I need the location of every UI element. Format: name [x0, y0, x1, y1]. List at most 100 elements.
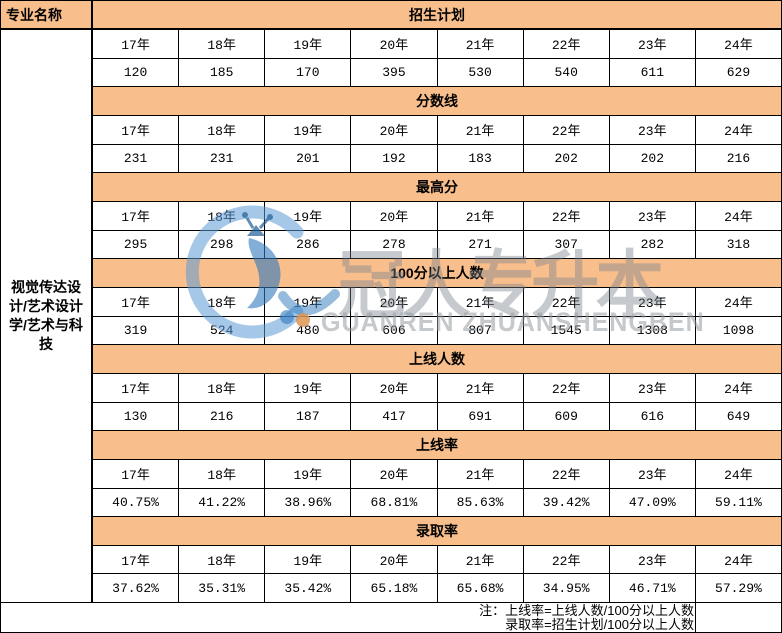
value-cell: 35.42%: [265, 574, 352, 603]
note-empty-cell: [696, 603, 781, 632]
year-cell: 24年: [724, 554, 753, 570]
year-cell: 20年: [351, 115, 438, 144]
year-header-row: 17年 18年 19年 20年 21年 22年 23年 24年: [93, 459, 781, 489]
year-cell: 24年: [724, 382, 753, 398]
year-cell: 24年: [724, 210, 753, 226]
value-cell: 216: [179, 402, 266, 431]
year-cell: 17年: [93, 30, 180, 58]
value-cell: 530: [438, 58, 524, 87]
year-cell: 18年: [179, 459, 266, 488]
value-cell: 65.18%: [351, 574, 438, 603]
year-cell: 18年: [179, 373, 266, 402]
year-header-row: 17年 18年 19年 20年 21年 22年 23年 24年: [93, 115, 781, 145]
year-header-row: 17年 18年 19年 20年 21年 22年 23年 24年: [93, 30, 781, 59]
value-cell: 231: [93, 144, 180, 173]
value-cell: 318: [726, 236, 751, 252]
value-cell: 307: [524, 230, 610, 259]
year-cell: 20年: [351, 459, 438, 488]
year-cell: 24年: [724, 296, 753, 312]
value-cell: 231: [179, 144, 266, 173]
year-header-row: 17年 18年 19年 20年 21年 22年 23年 24年: [93, 373, 781, 403]
year-cell: 21年: [438, 115, 524, 144]
value-cell: 298: [179, 230, 266, 259]
value-cell: 59.11%: [715, 494, 762, 510]
value-cell: 187: [265, 402, 352, 431]
year-header-row: 17年 18年 19年 20年 21年 22年 23年 24年: [93, 545, 781, 575]
value-cell: 183: [438, 144, 524, 173]
value-cell: 524: [179, 316, 266, 345]
year-cell: 22年: [524, 287, 610, 316]
note-line-1: 注：上线率=上线人数/100分以上人数: [479, 602, 694, 618]
value-cell: 65.68%: [438, 574, 524, 603]
section-band: 100分以上人数: [93, 259, 781, 288]
section-band: 分数线: [93, 87, 781, 116]
value-row: 295 298 286 278 271 307 282 318: [93, 230, 781, 260]
year-cell: 19年: [265, 545, 352, 574]
value-cell: 807: [438, 316, 524, 345]
year-cell: 20年: [351, 545, 438, 574]
year-cell: 23年: [610, 545, 696, 574]
value-row: 319 524 480 606 807 1545 1308 1098: [93, 316, 781, 346]
year-cell: 21年: [438, 30, 524, 58]
value-cell: 57.29%: [715, 580, 762, 596]
corner-header-major-name: 专业名称: [1, 1, 93, 28]
value-cell: 611: [610, 58, 696, 87]
year-cell: 22年: [524, 115, 610, 144]
value-cell: 35.31%: [179, 574, 266, 603]
year-cell: 23年: [610, 201, 696, 230]
value-cell: 480: [265, 316, 352, 345]
year-cell: 23年: [610, 30, 696, 58]
year-header-row: 17年 18年 19年 20年 21年 22年 23年 24年: [93, 201, 781, 231]
year-cell: 18年: [179, 115, 266, 144]
year-cell: 23年: [610, 287, 696, 316]
value-cell: 629: [726, 64, 751, 80]
year-cell: 20年: [351, 287, 438, 316]
value-cell: 1098: [722, 322, 755, 338]
value-cell: 216: [726, 150, 751, 166]
year-cell: 21年: [438, 373, 524, 402]
year-cell: 21年: [438, 545, 524, 574]
year-cell: 19年: [265, 373, 352, 402]
year-cell: 22年: [524, 201, 610, 230]
value-row: 40.75% 41.22% 38.96% 68.81% 85.63% 39.42% 47.0…: [93, 488, 781, 518]
year-cell: 20年: [351, 373, 438, 402]
value-cell: 271: [438, 230, 524, 259]
value-cell: 649: [726, 408, 751, 424]
year-cell: 19年: [265, 201, 352, 230]
year-cell: 24年: [724, 468, 753, 484]
value-cell: 185: [179, 58, 266, 87]
section-band: 最高分: [93, 173, 781, 202]
year-cell: 17年: [93, 201, 180, 230]
section-band: 录取率: [93, 517, 781, 546]
note-line-2: 录取率=招生计划/100分以上人数: [505, 616, 694, 632]
value-cell: 41.22%: [179, 488, 266, 517]
value-cell: 295: [93, 230, 180, 259]
year-header-row: 17年 18年 19年 20年 21年 22年 23年 24年: [93, 287, 781, 317]
year-cell: 18年: [179, 287, 266, 316]
value-cell: 192: [351, 144, 438, 173]
value-cell: 395: [351, 58, 438, 87]
value-cell: 130: [93, 402, 180, 431]
data-grid: 17年 18年 19年 20年 21年 22年 23年 24年 120 185 170 395 530 5…: [93, 30, 781, 603]
year-cell: 22年: [524, 30, 610, 58]
value-cell: 47.09%: [610, 488, 696, 517]
table-body: 视觉传达设计/艺术设计学/艺术与科技 17年 18年 19年 20年 21年 22年 23年…: [1, 30, 781, 603]
year-cell: 19年: [265, 30, 352, 58]
year-cell: 22年: [524, 373, 610, 402]
value-cell: 170: [265, 58, 352, 87]
year-cell: 17年: [93, 373, 180, 402]
value-cell: 201: [265, 144, 352, 173]
value-cell: 540: [524, 58, 610, 87]
value-cell: 202: [610, 144, 696, 173]
value-cell: 286: [265, 230, 352, 259]
header-row: 专业名称 招生计划: [1, 1, 781, 30]
section-band: 上线人数: [93, 345, 781, 374]
value-cell: 40.75%: [93, 488, 180, 517]
value-cell: 319: [93, 316, 180, 345]
year-cell: 17年: [93, 545, 180, 574]
value-cell: 68.81%: [351, 488, 438, 517]
value-cell: 616: [610, 402, 696, 431]
year-cell: 17年: [93, 459, 180, 488]
